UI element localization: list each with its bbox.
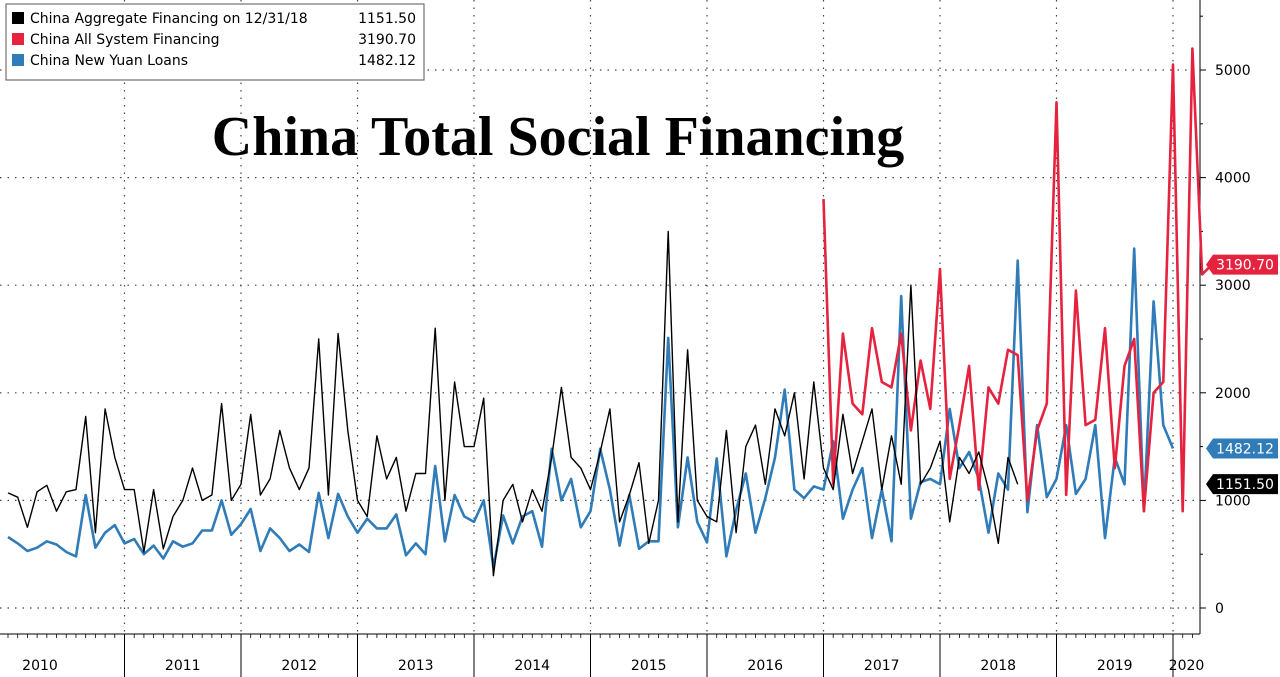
legend-box bbox=[5, 3, 425, 81]
x-axis: 2010 2011 2012 2013 2014 2015 2016 2017 2018 2019… bbox=[0, 633, 1205, 677]
y-tick-label: 2000 bbox=[1215, 386, 1251, 402]
legend-label: China Aggregate Financing on 12/31/18 bbox=[30, 11, 308, 27]
last-value-tag: 1482.12 bbox=[1206, 438, 1278, 459]
x-tick-label: 2017 bbox=[864, 658, 900, 674]
last-value-tag-bg bbox=[1206, 474, 1278, 495]
y-tick-label: 3000 bbox=[1215, 278, 1251, 294]
legend-swatch bbox=[12, 54, 24, 66]
last-value-tag-label: 1151.50 bbox=[1216, 477, 1274, 493]
last-value-tag-label: 1482.12 bbox=[1216, 442, 1274, 458]
x-tick-label: 2018 bbox=[980, 658, 1016, 674]
x-tick-label: 2011 bbox=[165, 658, 201, 674]
last-value-tags: 1151.50 3190.70 1482.12 bbox=[1206, 254, 1278, 495]
y-tick-label: 0 bbox=[1215, 601, 1224, 617]
legend: China Aggregate Financing on 12/31/18 115… bbox=[5, 3, 425, 81]
x-tick-label: 2020 bbox=[1169, 658, 1205, 674]
last-value-tag-bg bbox=[1206, 254, 1278, 275]
legend-label: China All System Financing bbox=[30, 32, 220, 48]
x-tick-label: 2010 bbox=[22, 658, 58, 674]
chart-title: China Total Social Financing bbox=[212, 106, 904, 168]
series-line bbox=[822, 47, 1213, 513]
y-axis: 0 1000 2000 3000 4000 5000 bbox=[1199, 0, 1251, 634]
legend-swatch bbox=[12, 12, 24, 24]
x-tick-label: 2019 bbox=[1097, 658, 1133, 674]
x-tick-label: 2016 bbox=[747, 658, 783, 674]
last-value-tag: 3190.70 bbox=[1206, 254, 1278, 275]
series-lines bbox=[7, 47, 1213, 577]
legend-last-value: 1482.12 bbox=[358, 53, 416, 69]
y-tick-label: 4000 bbox=[1215, 171, 1251, 187]
x-tick-label: 2014 bbox=[514, 658, 550, 674]
legend-label: China New Yuan Loans bbox=[30, 53, 188, 69]
series-line bbox=[7, 247, 1175, 569]
series-line bbox=[7, 230, 1019, 577]
legend-last-value: 3190.70 bbox=[358, 32, 416, 48]
y-tick-label: 5000 bbox=[1215, 63, 1251, 79]
last-value-tag: 1151.50 bbox=[1206, 474, 1278, 495]
x-tick-label: 2015 bbox=[631, 658, 667, 674]
last-value-tag-label: 3190.70 bbox=[1216, 258, 1274, 274]
x-tick-label: 2012 bbox=[281, 658, 317, 674]
legend-swatch bbox=[12, 33, 24, 45]
x-tick-label: 2013 bbox=[398, 658, 434, 674]
y-tick-label: 1000 bbox=[1215, 493, 1251, 509]
legend-last-value: 1151.50 bbox=[358, 11, 416, 27]
last-value-tag-bg bbox=[1206, 438, 1278, 459]
